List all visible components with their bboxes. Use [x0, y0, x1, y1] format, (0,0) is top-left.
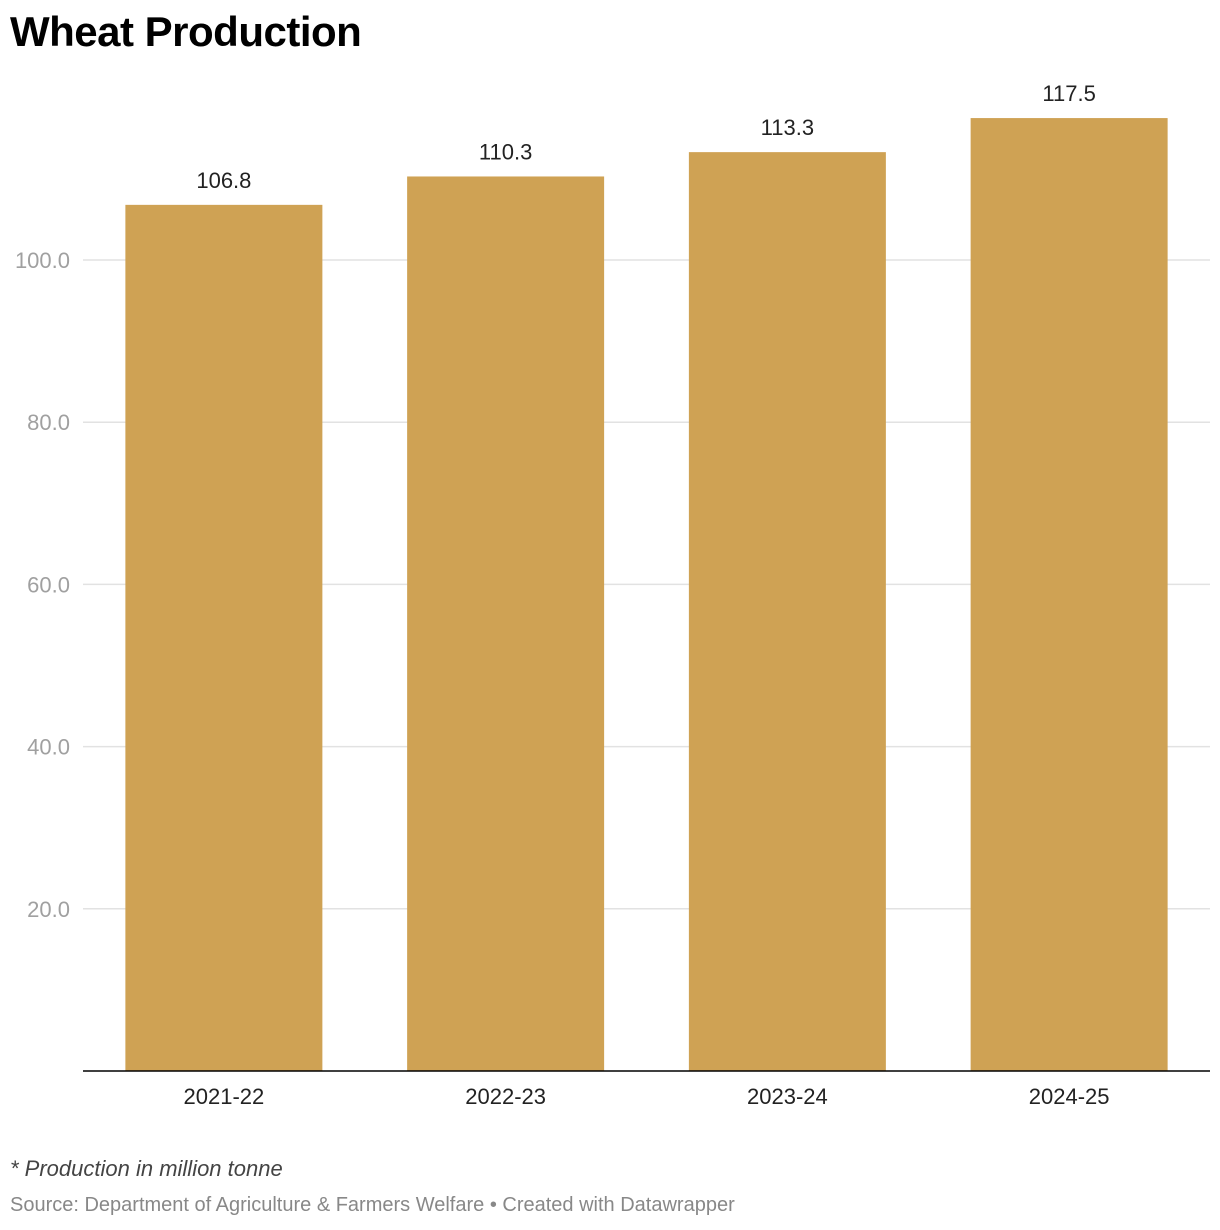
source-footer: Source: Department of Agriculture & Farm… — [10, 1194, 735, 1217]
bar-2022-23 — [407, 176, 605, 1072]
y-tick-label: 100.0 — [15, 248, 70, 273]
y-tick-label: 80.0 — [27, 410, 70, 435]
x-category-label: 2021-22 — [184, 1084, 265, 1109]
y-tick-label: 60.0 — [27, 572, 70, 597]
bars — [125, 118, 1168, 1072]
source-text: Source: Department of Agriculture & Farm… — [10, 1194, 485, 1216]
x-category-label: 2023-24 — [747, 1084, 828, 1109]
bar-2024-25 — [970, 118, 1168, 1071]
bar-chart: 20.0 40.0 60.0 80.0 100.0 106.8 110.3 113.3 117… — [15, 81, 1210, 1109]
value-label: 110.3 — [479, 139, 532, 164]
unit-note: * Production in million tonne — [10, 1156, 283, 1181]
y-tick-label: 40.0 — [27, 735, 70, 760]
x-category-label: 2024-25 — [1029, 1084, 1110, 1109]
footer-separator: • — [484, 1194, 503, 1216]
value-label: 106.8 — [196, 168, 251, 193]
x-category-label: 2022-23 — [465, 1084, 546, 1109]
value-label: 117.5 — [1042, 81, 1095, 106]
y-tick-label: 20.0 — [27, 897, 70, 922]
value-labels: 106.8 110.3 113.3 117.5 — [196, 81, 1095, 193]
y-axis-tick-labels: 20.0 40.0 60.0 80.0 100.0 — [15, 248, 70, 922]
chart-title: Wheat Production — [10, 8, 362, 55]
x-axis-category-labels: 2021-22 2022-23 2023-24 2024-25 — [184, 1084, 1110, 1109]
bar-2021-22 — [125, 204, 323, 1072]
value-label: 113.3 — [761, 115, 814, 140]
credit-text: Created with Datawrapper — [502, 1194, 735, 1216]
bar-2023-24 — [688, 152, 886, 1072]
